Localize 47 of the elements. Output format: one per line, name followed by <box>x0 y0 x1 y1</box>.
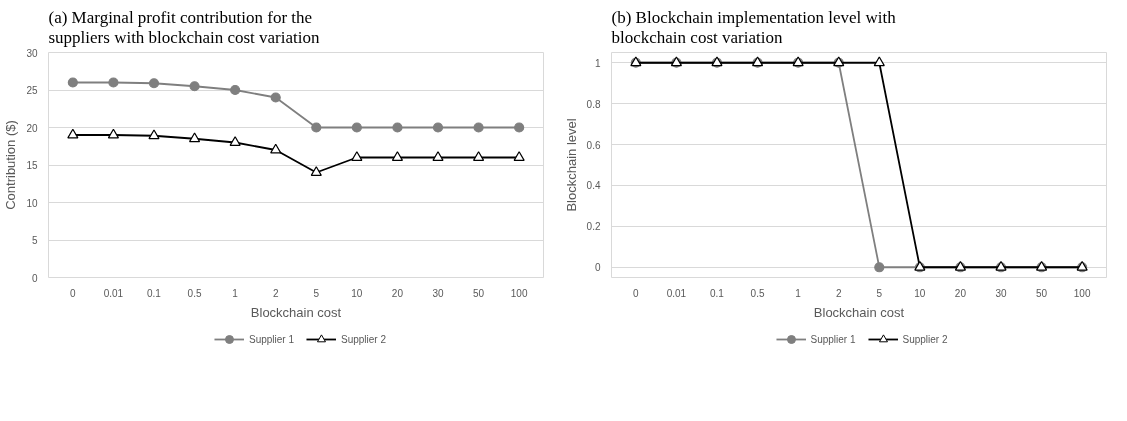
x-tick-label: 2 <box>272 287 279 299</box>
x-tick-label: 100 <box>1073 287 1091 299</box>
y-axis-title: Blockchain level <box>563 118 579 212</box>
legend-label: Supplier 2 <box>341 333 387 345</box>
y-tick-label: 1 <box>594 57 601 69</box>
x-tick-label: 0.5 <box>750 287 765 299</box>
x-axis-title: Blockchain cost <box>250 304 342 320</box>
x-tick-label: 0 <box>633 287 640 299</box>
x-tick-label: 1 <box>232 287 239 299</box>
legend-label: Supplier 2 <box>902 333 948 345</box>
y-tick-label: 0.8 <box>586 98 601 110</box>
x-tick-label: 0.1 <box>147 287 162 299</box>
y-tick-label: 0.2 <box>586 221 601 233</box>
y-tick-label: 15 <box>26 160 38 171</box>
x-axis-title: Blockchain cost <box>813 304 905 320</box>
x-tick-label: 30 <box>432 287 445 299</box>
x-tick-label: 50 <box>1036 287 1048 299</box>
x-tick-label: 0.1 <box>710 287 725 299</box>
x-tick-label: 2 <box>835 287 842 299</box>
y-tick-label: 5 <box>31 235 38 246</box>
chart-title: (a) Marginal profit contribution for the suppliers with blockchain cost variation <box>48 7 320 48</box>
x-tick-label: 0 <box>70 287 77 299</box>
x-tick-label: 0.01 <box>666 287 687 299</box>
x-tick-label: 5 <box>313 287 320 299</box>
x-tick-label: 10 <box>914 287 926 299</box>
y-tick-label: 0 <box>594 262 601 274</box>
y-tick-label: 0 <box>31 272 38 284</box>
legend-label: Supplier 1 <box>810 333 856 345</box>
y-tick-label: 20 <box>26 122 38 134</box>
x-tick-label: 100 <box>510 287 528 299</box>
y-tick-label: 10 <box>26 197 38 209</box>
x-tick-label: 20 <box>954 287 967 299</box>
y-tick-label: 30 <box>26 47 38 59</box>
y-tick-label: 25 <box>26 85 38 96</box>
x-tick-label: 5 <box>876 287 883 299</box>
chart-title: (b) Blockchain implementation level with blockchain cost variation <box>611 7 897 48</box>
x-tick-label: 10 <box>351 287 363 299</box>
x-tick-label: 0.01 <box>103 287 124 299</box>
y-tick-label: 0.6 <box>586 139 601 151</box>
x-tick-label: 50 <box>473 287 485 299</box>
y-axis-title: Contribution ($) <box>3 120 19 210</box>
x-tick-label: 20 <box>391 287 404 299</box>
legend-label: Supplier 1 <box>248 333 294 345</box>
x-tick-label: 1 <box>795 287 802 299</box>
x-tick-label: 0.5 <box>187 287 202 299</box>
x-tick-label: 30 <box>995 287 1008 299</box>
y-tick-label: 0.4 <box>586 180 601 192</box>
